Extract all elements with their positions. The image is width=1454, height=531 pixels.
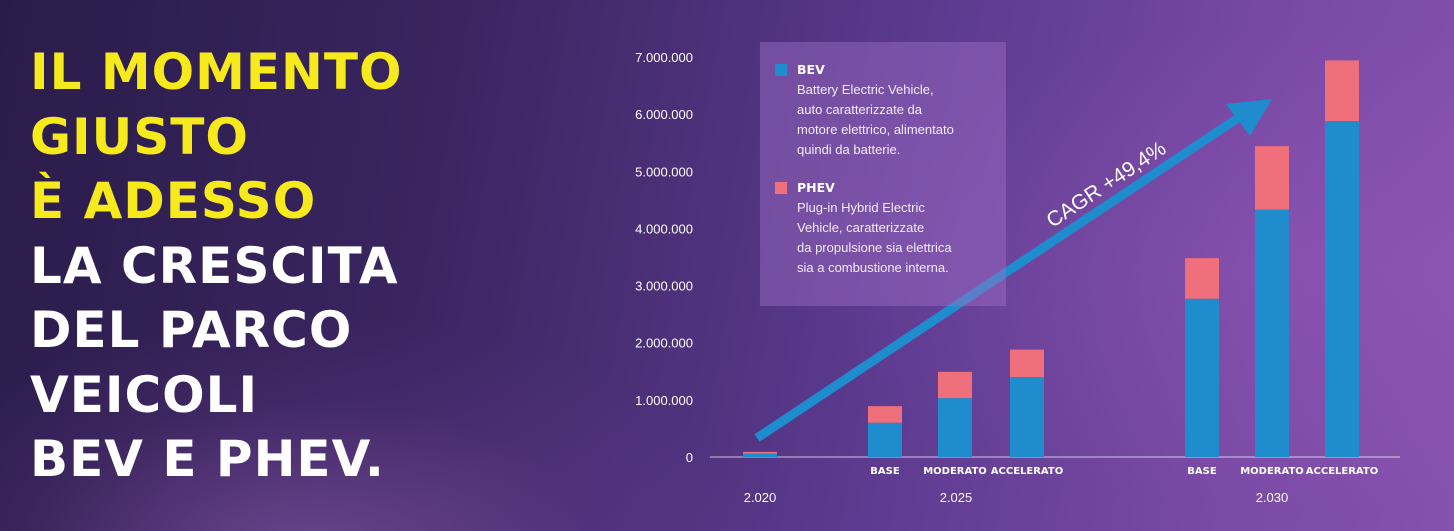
bar-bev (1010, 377, 1044, 457)
bar-phev (938, 371, 972, 399)
legend-description-phev: Plug-in Hybrid Electric Vehicle, caratte… (797, 198, 1012, 278)
chart-legend: BEV Battery Electric Vehicle, auto carat… (760, 42, 1006, 306)
y-tick-label: 2.000.000 (635, 336, 693, 351)
bar-phev (1185, 258, 1219, 299)
headline-line: IL MOMENTO (30, 43, 403, 101)
headline-line: DEL PARCO (30, 301, 353, 359)
legend-swatch-bev (775, 64, 787, 76)
y-tick-label: 6.000.000 (635, 107, 693, 122)
headline-line: VEICOLI (30, 365, 259, 424)
legend-label-phev: PHEV (797, 180, 835, 195)
y-tick-label: 5.000.000 (635, 164, 693, 179)
x-group-label: 2.020 (744, 490, 777, 505)
legend-description-line: Battery Electric Vehicle, (797, 82, 934, 97)
headline-line: BEV E PHEV. (30, 430, 385, 488)
headline-line: LA CRESCITA (30, 236, 399, 295)
y-tick-label: 0 (686, 450, 693, 465)
x-group-label: 2.030 (1256, 490, 1289, 505)
y-tick-label: 3.000.000 (635, 279, 693, 294)
y-tick-label: 4.000.000 (635, 221, 693, 236)
cagr-arrow-shaft (754, 114, 1241, 442)
bar-phev (868, 406, 902, 423)
x-category-label: ACCELERATO (991, 466, 1063, 477)
legend-description-line: auto caratterizzate da (797, 102, 923, 117)
legend-description-line: quindi da batterie. (797, 142, 901, 157)
headline-line: GIUSTO (30, 107, 249, 166)
cagr-annotation: CAGR +49,4% (1042, 137, 1170, 233)
legend-label-bev: BEV (797, 62, 825, 77)
bar-bev (1325, 121, 1359, 457)
bar-phev (743, 451, 777, 454)
headline-line: È ADESSO (30, 172, 317, 230)
bar-bev (743, 453, 777, 457)
y-tick-label: 7.000.000 (635, 50, 693, 65)
x-group-label: 2.025 (940, 490, 973, 505)
bar-bev (1185, 298, 1219, 457)
x-category-label: ACCELERATO (1306, 466, 1378, 477)
cagr-arrow-head (1226, 99, 1272, 136)
bar-phev (1010, 349, 1044, 377)
legend-description-bev: Battery Electric Vehicle, auto caratteri… (797, 80, 1012, 160)
bar-bev (938, 398, 972, 457)
legend-description-line: Plug-in Hybrid Electric (797, 200, 925, 215)
headline: IL MOMENTO GIUSTO È ADESSO LA CRESCITA D… (30, 40, 403, 492)
legend-description-line: sia a combustione interna. (797, 260, 949, 275)
x-category-label: BASE (1187, 466, 1217, 477)
bar-phev (1325, 60, 1359, 121)
legend-description-line: Vehicle, caratterizzate (797, 220, 925, 235)
bar-phev (1255, 146, 1289, 210)
y-tick-label: 1.000.000 (635, 393, 693, 408)
x-category-label: MODERATO (1240, 466, 1304, 477)
legend-description-line: motore elettrico, alimentato (797, 122, 954, 137)
x-category-label: MODERATO (923, 466, 987, 477)
legend-description-line: da propulsione sia elettrica (797, 240, 952, 255)
x-category-label: BASE (870, 466, 900, 477)
bar-bev (1255, 209, 1289, 457)
bar-bev (868, 422, 902, 457)
legend-swatch-phev (775, 182, 787, 194)
